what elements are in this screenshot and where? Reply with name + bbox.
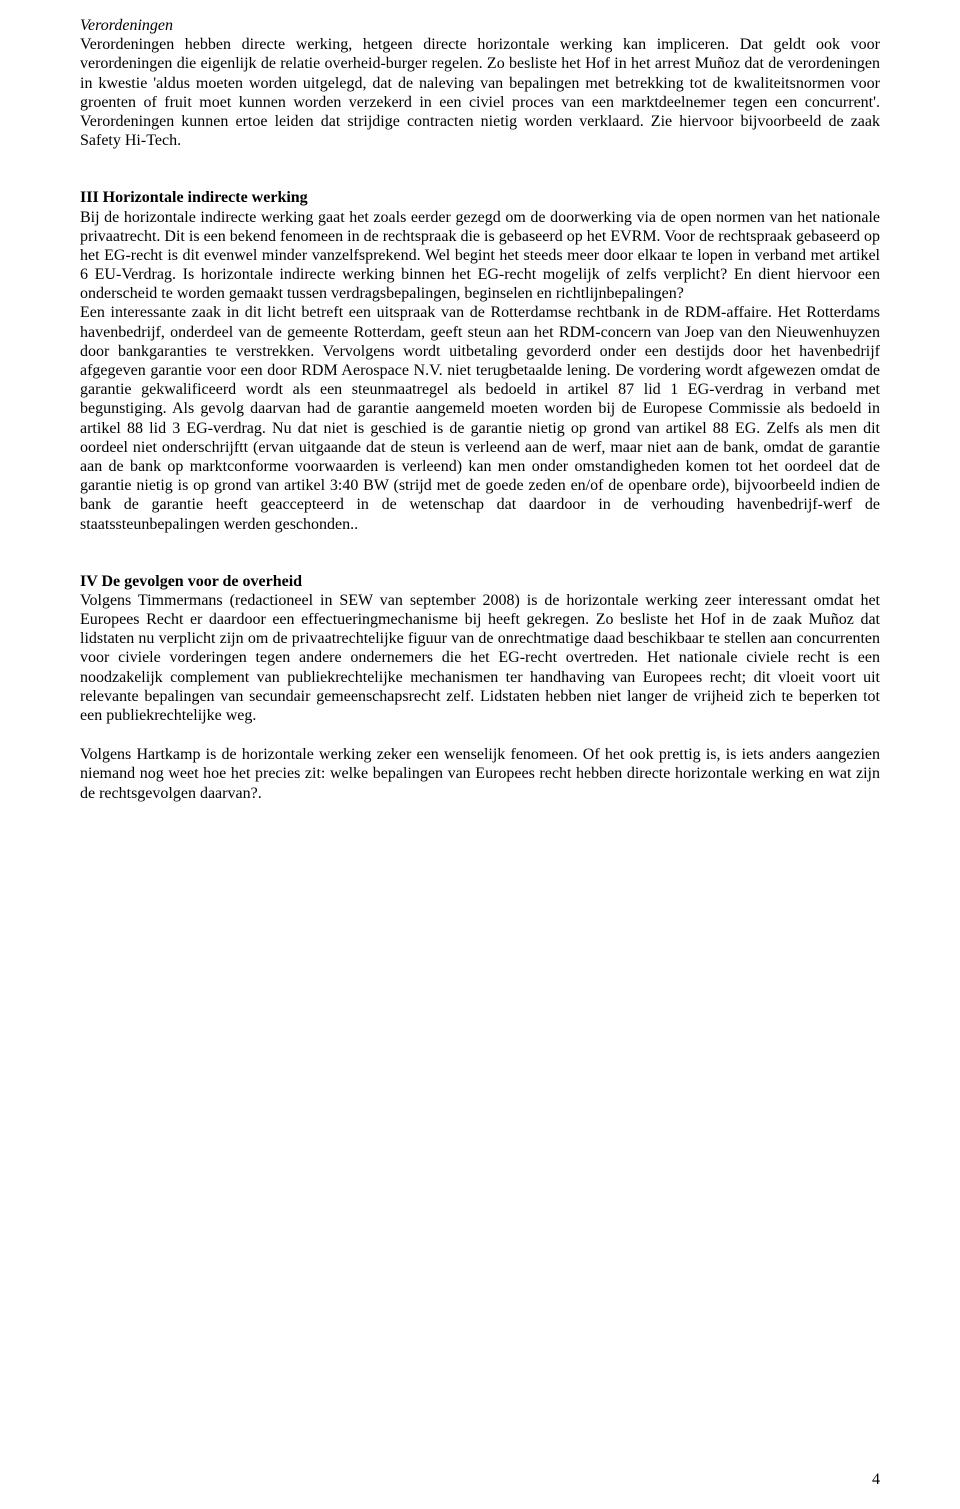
section3-heading: III Horizontale indirecte werking: [80, 188, 880, 207]
section4-body-2: Volgens Hartkamp is de horizontale werki…: [80, 745, 880, 803]
section-spacer: [80, 534, 880, 572]
section4-heading: IV De gevolgen voor de overheid: [80, 572, 880, 591]
page-number: 4: [872, 1471, 880, 1489]
verordeningen-body: Verordeningen hebben directe werking, he…: [80, 35, 880, 150]
section4-body-1: Volgens Timmermans (redactioneel in SEW …: [80, 591, 880, 725]
section3-body-2: Een interessante zaak in dit licht betre…: [80, 303, 880, 533]
paragraph-spacer: [80, 725, 880, 745]
verordeningen-heading: Verordeningen: [80, 16, 880, 35]
section3-body-1: Bij de horizontale indirecte werking gaa…: [80, 208, 880, 304]
document-page: Verordeningen Verordeningen hebben direc…: [0, 0, 960, 1509]
section-spacer: [80, 150, 880, 188]
